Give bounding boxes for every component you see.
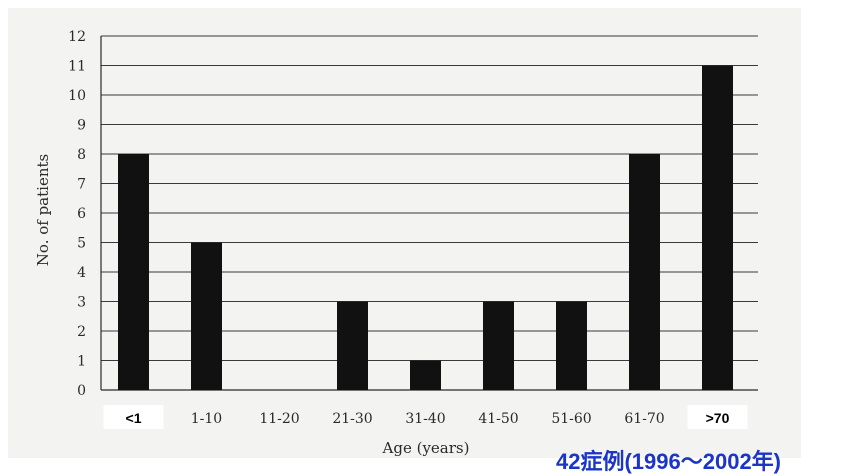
y-tick-label: 3 xyxy=(77,295,86,311)
y-tick-label: 4 xyxy=(77,265,86,281)
x-tick-label: <1 xyxy=(126,410,142,426)
x-tick-label: 31-40 xyxy=(405,411,445,427)
x-tick-label-highlight xyxy=(687,405,748,429)
bar xyxy=(118,154,149,390)
x-tick-label: 21-30 xyxy=(332,411,372,427)
y-tick-label: 9 xyxy=(77,118,86,134)
y-tick-label: 2 xyxy=(77,324,86,340)
y-tick-label: 7 xyxy=(77,177,86,193)
bar xyxy=(337,301,368,390)
y-tick-label: 11 xyxy=(68,59,86,75)
x-tick-label: 61-70 xyxy=(624,411,664,427)
y-tick-label: 8 xyxy=(77,147,86,163)
y-axis-title: No. of patients xyxy=(34,154,52,266)
x-tick-label-highlight xyxy=(103,405,164,429)
x-tick-label: 51-60 xyxy=(551,411,591,427)
x-tick-labels: <1 1-10 11-20 21-30 31-40 41-50 51-60 61-70 >70 xyxy=(103,405,748,429)
bar xyxy=(191,242,222,390)
bar xyxy=(629,154,660,390)
bar xyxy=(556,301,587,390)
x-tick-label: 41-50 xyxy=(478,411,518,427)
y-tick-label: 5 xyxy=(77,236,86,252)
bar xyxy=(410,360,441,390)
y-tick-label: 12 xyxy=(68,29,86,45)
bars xyxy=(118,65,733,390)
x-tick-label: >70 xyxy=(706,410,730,426)
bar xyxy=(483,301,514,390)
bar xyxy=(702,65,733,390)
x-tick-label: 1-10 xyxy=(191,411,222,427)
y-tick-label: 0 xyxy=(77,383,86,399)
case-count-annotation: 42症例(1996～2002年) xyxy=(556,449,782,474)
x-tick-label: 11-20 xyxy=(259,411,299,427)
y-tick-label: 1 xyxy=(77,354,86,370)
x-axis-title: Age (years) xyxy=(382,439,470,457)
y-tick-label: 6 xyxy=(77,206,86,222)
y-tick-label: 10 xyxy=(68,88,86,104)
